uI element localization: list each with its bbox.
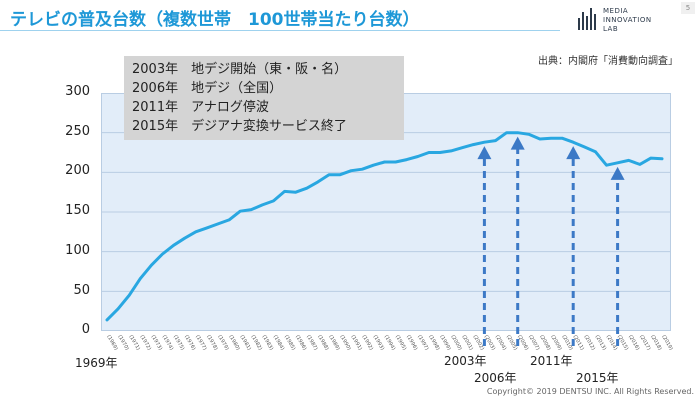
data-point-1985 [283,190,286,193]
data-point-2009 [549,137,553,140]
y-tick-label-0: 0 [81,322,90,337]
logo-line-media: MEDIA [603,7,629,15]
data-point-1996 [405,158,408,161]
y-tick-label-150: 150 [65,203,90,218]
data-point-1988 [316,180,320,184]
data-point-2017 [638,163,641,166]
data-point-1971 [128,294,131,297]
data-point-2010 [560,137,564,140]
data-point-2016 [627,159,630,162]
page-number: 5 [681,2,695,14]
y-tick-label-50: 50 [73,283,90,298]
data-point-1973 [150,263,153,267]
page-title: テレビの普及台数（複数世帯 100世帯当たり台数） [10,10,420,30]
data-point-2000 [449,149,453,153]
event-markers [477,136,625,346]
data-point-2005 [505,131,508,134]
data-point-2007 [527,133,530,136]
data-point-1972 [139,277,142,280]
data-point-1980 [227,218,231,222]
data-point-1981 [239,210,242,213]
data-point-1990 [338,173,342,176]
data-point-2015 [616,161,619,165]
y-tick-label-300: 300 [65,84,90,99]
marker-arrowhead-2006 [510,136,525,150]
data-point-1976 [183,236,186,240]
data-point-2001 [461,146,464,149]
data-point-1998 [427,151,431,154]
annotation-box: 2003年 地デジ開始（東・阪・名） 2006年 地デジ（全国） 2011年 ア… [124,56,404,140]
marker-arrowhead-2011 [566,146,581,160]
y-tick-label-100: 100 [65,243,90,258]
y-tick-label-250: 250 [65,124,90,139]
data-point-1979 [216,222,220,226]
logo-bars-icon [578,8,596,30]
data-point-2019 [660,157,664,161]
copyright-notice: Copyright© 2019 DENTSU INC. All Rights R… [486,387,694,396]
data-point-1970 [116,307,120,310]
title-underline [0,30,560,31]
data-point-1978 [205,226,209,230]
data-point-1991 [350,169,353,172]
logo-text: MEDIA INNOVATION LAB [603,7,652,34]
annotation-2011: 2011年 アナログ停波 [132,100,269,115]
data-point-1984 [272,199,275,203]
x-label-2003: 2003年 [444,354,487,368]
logo-line-lab: LAB [603,25,619,33]
data-point-1997 [416,155,419,158]
annotation-2003: 2003年 地デジ開始（東・阪・名） [132,62,348,77]
data-point-2008 [538,137,542,141]
annotation-2015: 2015年 デジアナ変換サービス終了 [132,119,347,134]
x-label-2006: 2006年 [474,371,517,385]
logo-line-innovation: INNOVATION [603,16,652,24]
data-point-1974 [161,252,164,256]
annotation-2006: 2006年 地デジ（全国） [132,81,283,96]
data-point-1975 [172,244,175,247]
gridlines [101,132,671,292]
data-point-1989 [327,173,331,176]
data-point-1983 [261,203,264,207]
data-point-2002 [472,143,475,146]
data-point-2006 [516,131,519,134]
data-point-2013 [594,150,597,153]
data-point-2004 [494,139,497,142]
data-point-2014 [605,163,608,167]
data-point-2018 [649,156,653,160]
data-point-2003 [483,140,486,144]
data-point-1986 [294,190,297,194]
y-tick-label-200: 200 [65,163,90,178]
data-point-2012 [583,145,586,149]
x-label-1969: 1969年 [75,356,118,370]
data-point-1982 [250,208,253,211]
x-label-2015: 2015年 [576,371,619,385]
data-point-1992 [361,167,364,171]
data-point-1977 [194,230,197,234]
data-point-1969 [105,318,109,322]
data-point-1993 [372,163,375,167]
data-point-2011 [572,140,575,144]
x-tick-label-2019: (2019) [660,334,674,351]
marker-arrowhead-2015 [610,166,625,180]
data-point-1994 [383,160,386,164]
data-point-1987 [305,187,308,190]
data-point-1995 [394,160,397,164]
marker-arrowhead-2003 [477,146,492,160]
data-point-1999 [438,151,442,154]
media-innovation-lab-logo: MEDIA INNOVATION LAB [578,6,674,36]
x-axis-ticks: (1969)(1970)(1971)(1972)(1973)(1974)(197… [105,334,674,351]
x-label-2011: 2011年 [530,354,573,368]
source-note: 出典：内閣府「消費動向調査」 [538,56,678,67]
